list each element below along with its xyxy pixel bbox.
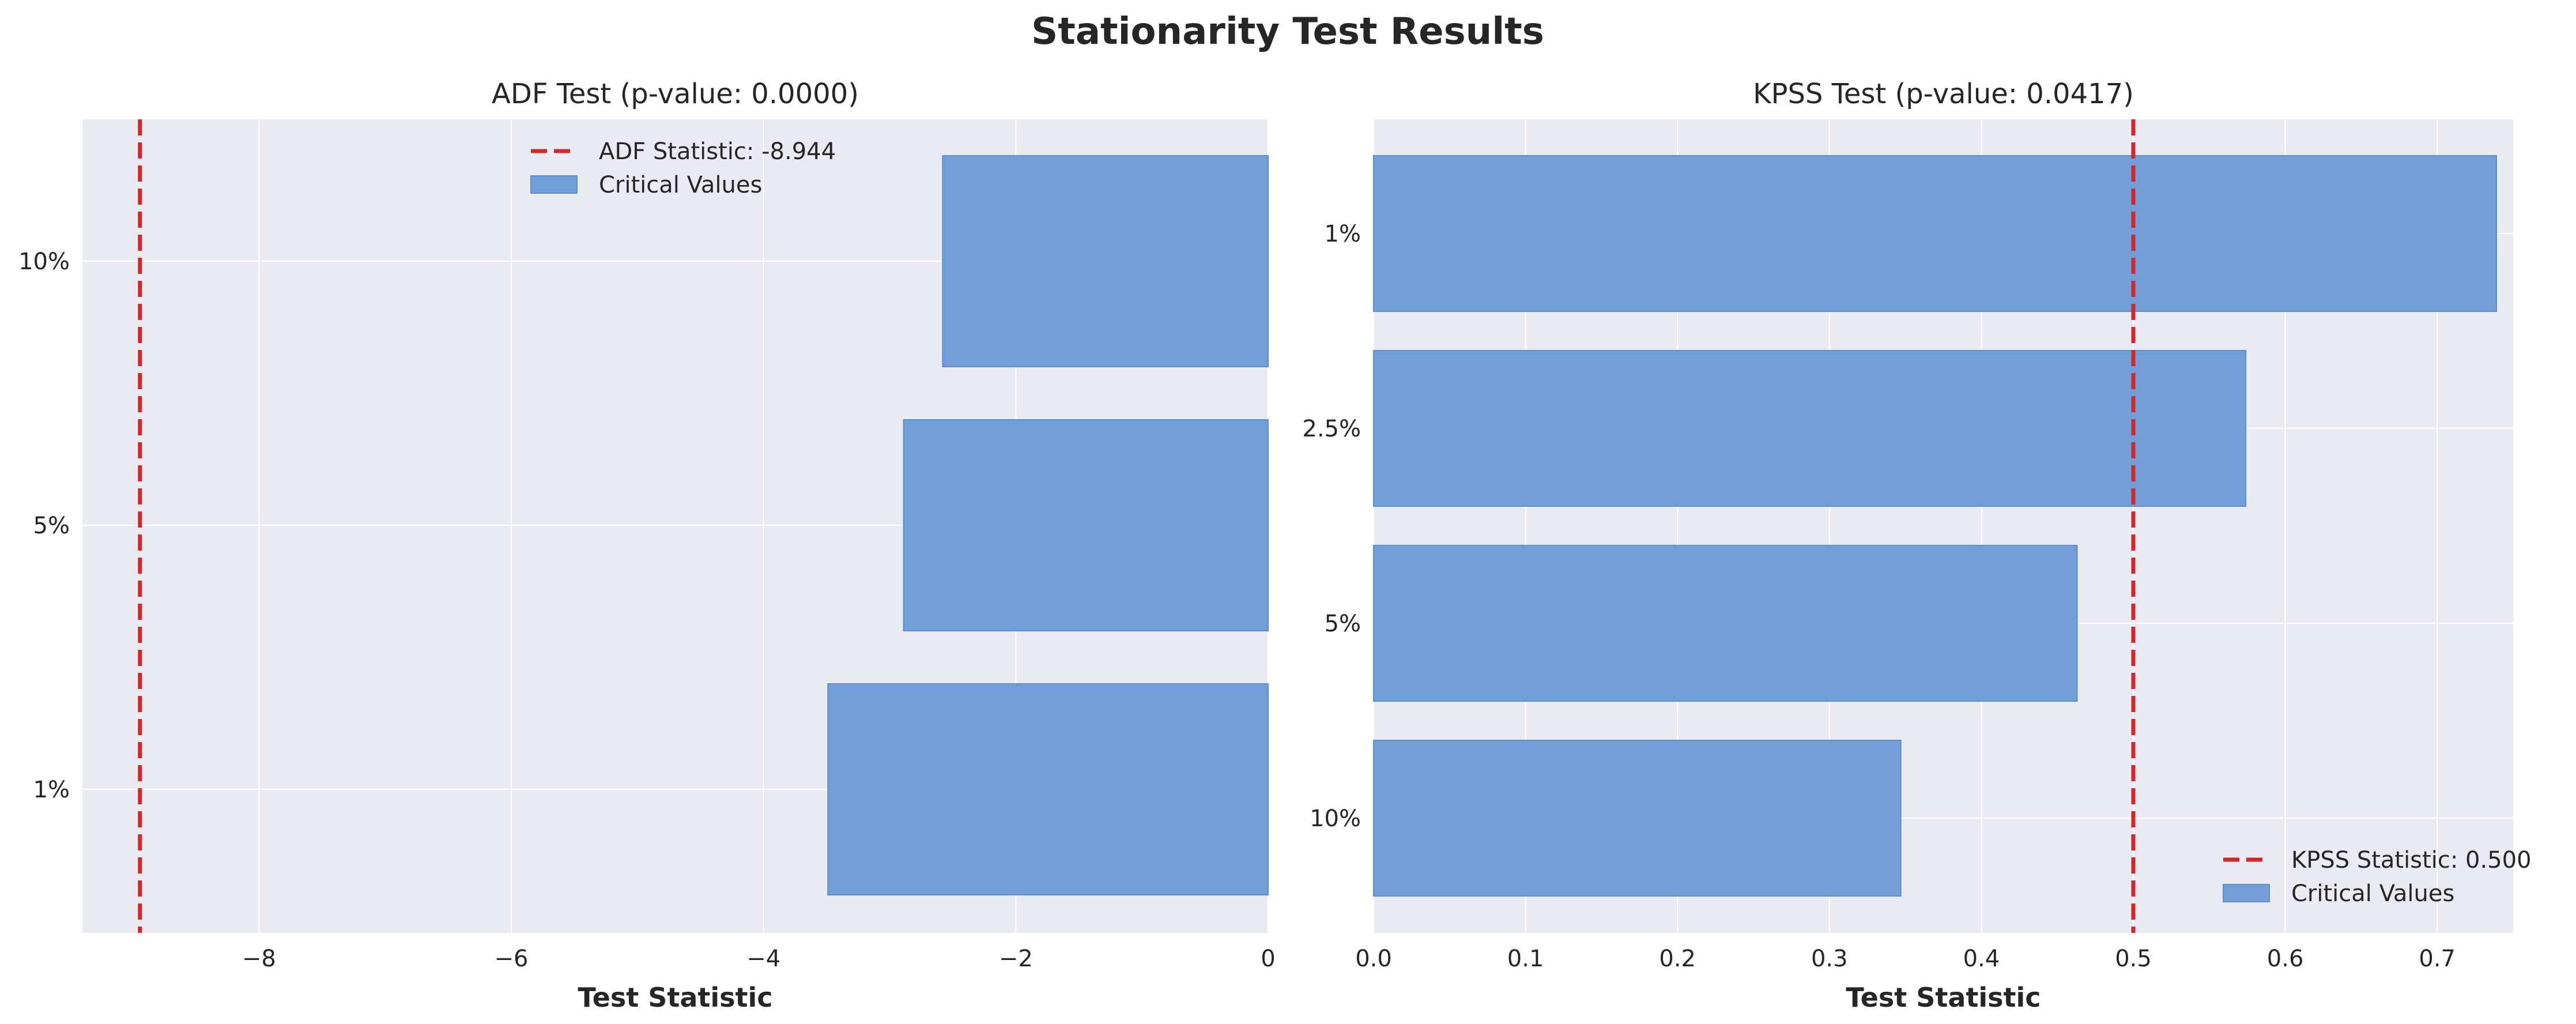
x-tick-label: −6: [495, 946, 529, 972]
x-axis-label: Test Statistic: [578, 982, 772, 1013]
legend-bar-swatch: [2223, 884, 2270, 902]
legend-label-critical: Critical Values: [599, 172, 762, 198]
critical-value-bar: [827, 683, 1269, 895]
critical-value-bar: [1373, 740, 1902, 897]
critical-value-bar: [903, 419, 1269, 631]
y-tick-label: 5%: [33, 513, 70, 539]
y-tick-label: 2.5%: [1302, 416, 1361, 442]
kpss-test-panel: 0.0 0.1 0.2 0.3 0.4 0.5 0.6 0.7 10% 5% 2.5% 1% KPSS …: [1302, 78, 2531, 1013]
legend-bar-swatch: [530, 175, 578, 194]
x-axis-label: Test Statistic: [1846, 982, 2041, 1013]
figure-suptitle: Stationarity Test Results: [1031, 10, 1544, 53]
y-tick-label: 10%: [18, 249, 70, 275]
x-tick-label: 0.0: [1355, 946, 1392, 972]
x-tick-label: 0.5: [2115, 946, 2152, 972]
critical-value-bar: [1373, 350, 2247, 507]
x-tick-label: −8: [242, 946, 276, 972]
x-tick-label: −4: [746, 946, 780, 972]
panel-title: KPSS Test (p-value: 0.0417): [1753, 78, 2134, 110]
critical-value-bar: [1373, 155, 2498, 312]
critical-value-bar: [1373, 545, 2078, 702]
legend-label-statistic: ADF Statistic: -8.944: [599, 138, 836, 165]
x-tick-label: 0.4: [1963, 946, 2000, 972]
x-tick-label: 0: [1261, 946, 1275, 972]
y-tick-label: 1%: [33, 777, 70, 803]
y-tick-label: 5%: [1325, 611, 1361, 637]
x-tick-label: 0.3: [1811, 946, 1848, 972]
x-tick-label: −2: [999, 946, 1033, 972]
legend-label-critical: Critical Values: [2291, 880, 2454, 907]
x-tick-label: 0.7: [2419, 946, 2456, 972]
critical-value-bar: [942, 155, 1269, 367]
y-tick-label: 10%: [1310, 805, 1361, 832]
legend-label-statistic: KPSS Statistic: 0.500: [2291, 847, 2532, 874]
adf-test-panel: −8 −6 −4 −2 0 1% 5% 10% ADF Test (p-value: 0.000…: [18, 78, 1276, 1013]
panel-title: ADF Test (p-value: 0.0000): [492, 78, 859, 110]
x-tick-label: 0.6: [2267, 946, 2304, 972]
x-tick-label: 0.1: [1507, 946, 1544, 972]
x-tick-label: 0.2: [1659, 946, 1696, 972]
y-tick-label: 1%: [1325, 221, 1361, 247]
